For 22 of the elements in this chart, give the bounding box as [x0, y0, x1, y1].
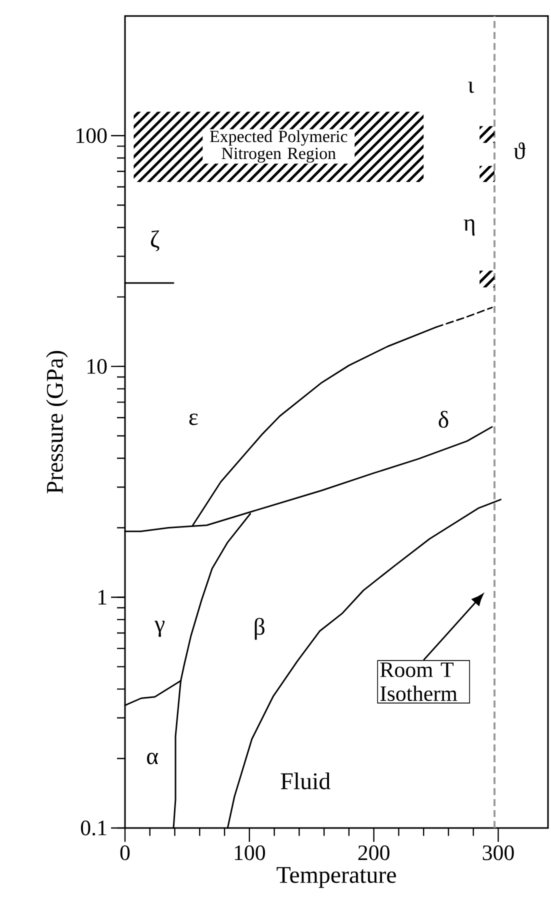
annotation: β	[254, 618, 264, 640]
annotation: ζ	[150, 230, 160, 252]
x-tick-label: 200	[358, 845, 390, 860]
annotation: Expected Polymeric Nitrogen Region	[210, 130, 348, 163]
y-tick-label: 1	[98, 590, 106, 604]
annotation: α	[147, 752, 158, 764]
annotation: η	[464, 219, 475, 236]
annotation: ι	[468, 82, 474, 93]
x-axis-title: Temperature	[276, 867, 396, 888]
x-tick-label: 300	[482, 845, 514, 860]
annotation: γ	[154, 620, 165, 637]
annotation: Fluid	[280, 772, 330, 790]
y-tick-label: 100	[76, 128, 107, 144]
y-tick-label: 10	[88, 359, 107, 374]
y-axis-title: Pressure (GPa)	[46, 351, 68, 494]
annotation: ϑ	[514, 142, 526, 160]
x-tick-label: 0	[120, 845, 130, 860]
annotation: ε	[189, 414, 198, 426]
x-tick-label: 100	[234, 845, 266, 860]
ref-line-label: Room T Isotherm	[380, 662, 458, 702]
annotation: δ	[438, 410, 448, 428]
y-tick-label: 0.1	[80, 820, 106, 836]
